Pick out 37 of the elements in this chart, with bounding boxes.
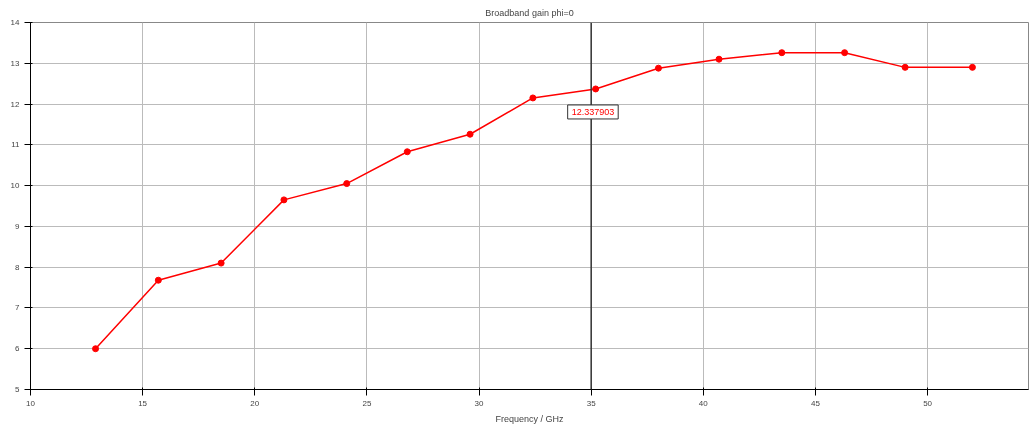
y-tick-label: 13 <box>10 58 21 68</box>
y-tick-label: 5 <box>15 385 21 394</box>
point <box>343 180 351 188</box>
point <box>592 85 600 93</box>
y-tick-label: 8 <box>15 262 21 272</box>
point <box>715 55 723 63</box>
point <box>901 63 909 71</box>
x-axis-title: Frequency / GHz <box>495 413 565 424</box>
point <box>154 276 162 284</box>
point <box>529 94 537 102</box>
y-tick-label: 10 <box>10 181 21 191</box>
point <box>403 148 411 156</box>
y-tick-label: 7 <box>15 303 21 313</box>
point <box>466 130 474 138</box>
x-tick-label: 45 <box>810 398 821 408</box>
y-tick-label: 14 <box>10 18 21 27</box>
y-tick-label: 12 <box>10 99 21 109</box>
x-tick-label: 35 <box>586 398 597 408</box>
x-tick-label: 15 <box>138 398 148 408</box>
y-tick-label: 11 <box>11 140 21 150</box>
annotation: 12.337903 <box>571 106 615 117</box>
x-tick-label: 30 <box>474 398 485 408</box>
x-tick-label: 40 <box>698 398 709 408</box>
point <box>280 196 288 204</box>
point <box>778 49 786 57</box>
y-tick-label: 6 <box>15 344 21 354</box>
x-tick-label: 20 <box>250 398 260 408</box>
y-tick-label: 9 <box>15 221 21 231</box>
point <box>968 63 976 71</box>
point <box>654 64 662 72</box>
point <box>841 49 849 57</box>
x-tick-label: 50 <box>923 398 933 408</box>
x-tick-label: 25 <box>362 398 372 408</box>
point <box>217 259 225 267</box>
point <box>92 345 100 353</box>
x-tick-label: 10 <box>26 398 36 408</box>
chart-title: Broadband gain phi=0 <box>485 7 574 18</box>
